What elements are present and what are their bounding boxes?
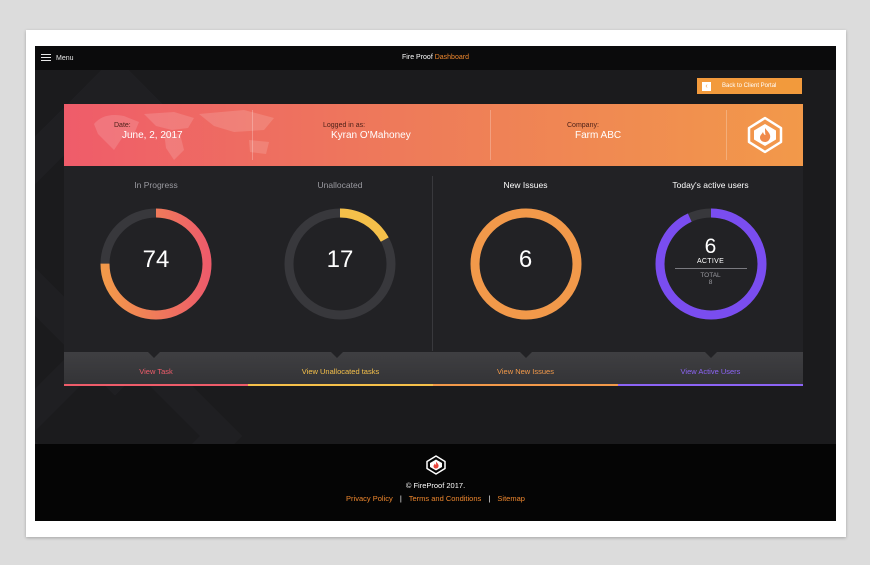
link-separator: | (488, 494, 491, 503)
new-issues-value: 6 (518, 246, 533, 273)
info-banner: Date: June, 2, 2017 Logged in as: Kyran … (64, 104, 803, 166)
copyright-text: © FireProof 2017. (405, 481, 466, 490)
footer-links: Privacy Policy | Terms and Conditions | … (35, 494, 836, 503)
in-progress-value: 74 (142, 246, 170, 273)
date-label: Date: (114, 122, 131, 129)
date-info: Date: June, 2, 2017 (114, 122, 183, 141)
in-progress-widget: In Progress 74 (64, 166, 248, 386)
unallocated-title: Unallocated (317, 180, 363, 190)
menu-label: Menu (56, 54, 74, 62)
menu-button[interactable]: Menu (41, 52, 74, 64)
view-new-issues-underline (433, 384, 618, 386)
hamburger-icon (41, 54, 51, 62)
tab-notch (147, 351, 162, 358)
fireproof-shield-icon (747, 116, 783, 154)
view-active-users-label: View Active Users (680, 367, 741, 376)
view-active-users-link[interactable]: View Active Users (618, 351, 803, 386)
banner-separator (490, 110, 491, 160)
active-label: ACTIVE (696, 258, 725, 265)
view-active-users-underline (618, 384, 803, 386)
app-title-accent: Dashboard (434, 54, 469, 61)
view-unallocated-tasks-link[interactable]: View Unallocated tasks (248, 351, 433, 386)
back-to-client-portal-label: Back to Client Portal (722, 83, 777, 89)
total-value: 8 (708, 279, 713, 286)
unallocated-widget: Unallocated 17 (248, 166, 432, 386)
view-task-underline (64, 384, 248, 386)
dashboard-screen: Menu Fire Proof Dashboard ‹ Back to Clie… (35, 46, 836, 521)
active-users-readout: 6 ACTIVE TOTAL 8 (618, 236, 803, 286)
view-task-label: View Task (139, 367, 173, 376)
sitemap-link[interactable]: Sitemap (497, 494, 525, 503)
company-info: Company: Farm ABC (567, 122, 621, 141)
view-new-issues-label: View New Issues (497, 367, 554, 376)
logged-in-value: Kyran O'Mahoney (331, 130, 411, 141)
logged-in-label: Logged in as: (323, 122, 366, 129)
company-label: Company: (567, 122, 599, 129)
banner-separator (252, 110, 253, 160)
back-to-client-portal-button[interactable]: ‹ Back to Client Portal (697, 78, 802, 94)
summary-card: Date: June, 2, 2017 Logged in as: Kyran … (64, 104, 803, 386)
privacy-policy-link[interactable]: Privacy Policy (346, 494, 393, 503)
new-issues-donut (470, 208, 581, 320)
tab-notch (329, 351, 344, 358)
chevron-left-icon: ‹ (702, 81, 711, 91)
readout-divider (674, 268, 747, 269)
view-task-link[interactable]: View Task (64, 351, 248, 386)
user-info: Logged in as: Kyran O'Mahoney (323, 122, 411, 141)
total-label: TOTAL (700, 272, 721, 279)
link-separator: | (399, 494, 402, 503)
active-users-value: 6 (704, 235, 717, 258)
view-unallocated-tasks-label: View Unallocated tasks (301, 367, 380, 376)
tab-notch (518, 351, 533, 358)
new-issues-title: New Issues (503, 180, 548, 190)
fireproof-shield-icon (426, 455, 446, 475)
unallocated-donut (284, 208, 396, 320)
page-footer: © FireProof 2017. Privacy Policy | Terms… (35, 444, 836, 521)
new-issues-widget: New Issues 6 (433, 166, 618, 386)
active-users-donut (655, 208, 766, 320)
date-value: June, 2, 2017 (122, 130, 183, 141)
world-map-icon (94, 110, 274, 160)
tab-notch (703, 351, 718, 358)
unallocated-value: 17 (326, 246, 354, 273)
active-users-title: Today's active users (672, 180, 749, 190)
top-bar: Menu Fire Proof Dashboard (35, 46, 836, 70)
banner-separator (726, 110, 727, 160)
in-progress-title: In Progress (134, 180, 178, 190)
terms-and-conditions-link[interactable]: Terms and Conditions (408, 494, 482, 503)
active-users-widget: Today's active users 6 ACTIVE TOTAL 8 (618, 166, 803, 386)
app-title-main: Fire Proof (402, 54, 433, 61)
view-new-issues-link[interactable]: View New Issues (433, 351, 618, 386)
view-unallocated-tasks-underline (248, 384, 433, 386)
app-title: Fire Proof Dashboard (35, 54, 836, 61)
company-value: Farm ABC (575, 130, 622, 141)
in-progress-donut (100, 208, 212, 320)
section-divider (432, 176, 433, 351)
